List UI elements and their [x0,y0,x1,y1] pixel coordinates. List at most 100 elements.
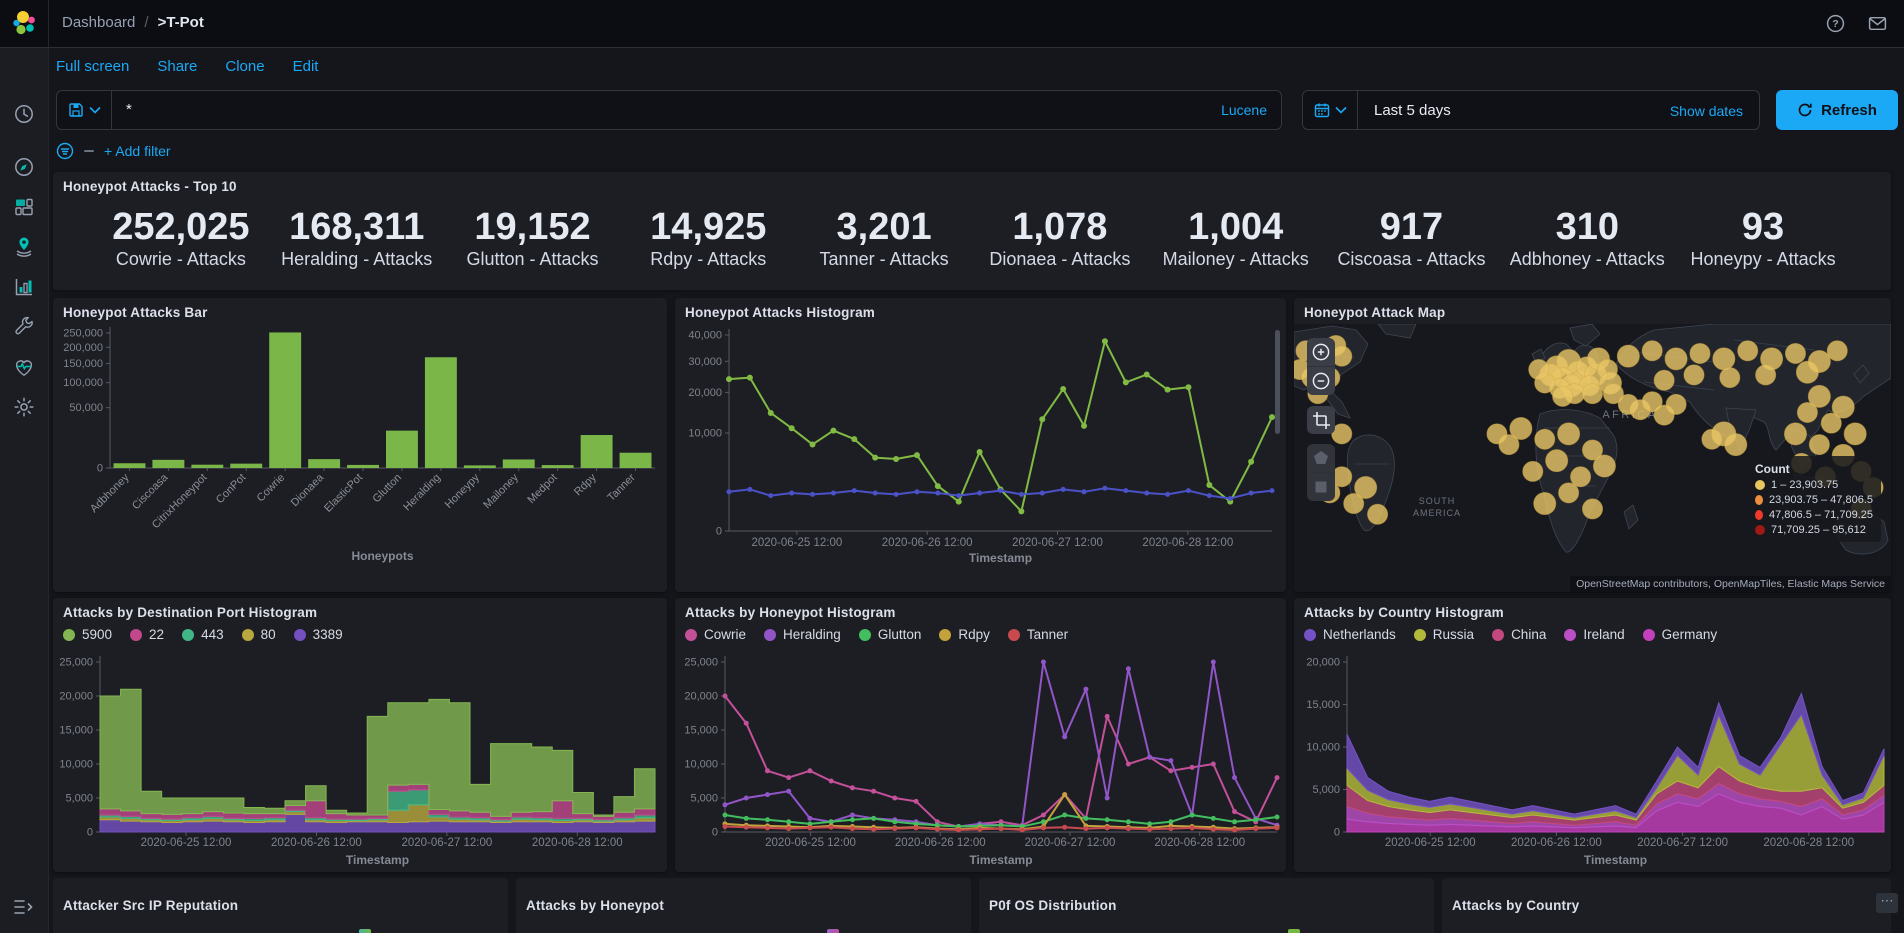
bar[interactable] [502,459,535,468]
map-attack-dot[interactable] [1641,340,1663,362]
map-attack-dot[interactable] [1582,439,1603,461]
bar[interactable] [541,465,574,468]
map-attack-dot[interactable] [1653,369,1675,391]
sidebar-item-maps[interactable] [12,235,36,259]
map-attack-dot[interactable] [1831,395,1855,419]
fit-bounds-button[interactable] [1307,406,1335,434]
map-attack-dot[interactable] [1784,342,1806,364]
legend-item-netherlands[interactable]: Netherlands [1304,627,1396,642]
sidebar-item-management[interactable] [12,395,36,419]
show-dates-link[interactable]: Show dates [1669,103,1743,119]
legend-item-443[interactable]: 443 [182,627,224,642]
legend-item-80[interactable]: 80 [241,627,276,642]
map-attack-dot[interactable] [1783,422,1807,446]
add-filter-button[interactable]: + Add filter [104,143,171,159]
sidebar-item-recently-viewed[interactable] [12,102,36,126]
refresh-button[interactable]: Refresh [1776,90,1898,130]
legend-item-cowrie[interactable]: Cowrie [685,627,746,642]
legend-item-russia[interactable]: Russia [1413,627,1474,642]
legend-item-tanner[interactable]: Tanner [1007,627,1068,642]
map-attack-dot[interactable] [1795,360,1819,384]
map-attack-dot[interactable] [1689,342,1711,364]
expand-menu-icon[interactable] [12,895,36,919]
map-attack-dot[interactable] [1354,475,1378,499]
sidebar-item-stack-monitoring[interactable] [12,355,36,379]
bar[interactable] [386,430,418,468]
map-attack-dot[interactable] [1557,422,1581,446]
bar[interactable] [230,463,263,468]
map-attack-dot[interactable] [1719,367,1741,389]
legend-item-heralding[interactable]: Heralding [764,627,841,642]
legend-item-5900[interactable]: 5900 [63,627,112,642]
legend-item-glutton[interactable]: Glutton [858,627,921,642]
bar[interactable] [113,463,146,468]
map-attack-dot[interactable] [1808,434,1830,456]
map-attack-dot[interactable] [1701,428,1723,450]
map-attack-dot[interactable] [1343,493,1365,515]
map-attack-dot[interactable] [1509,417,1533,441]
zoom-out-button[interactable] [1307,366,1335,395]
attack-map[interactable]: AFRICA SOUTH AMERICA [1294,324,1891,592]
map-attack-dot[interactable] [1617,393,1639,415]
map-attack-dot[interactable] [1582,498,1603,520]
map-attack-dot[interactable] [1724,433,1748,457]
map-attack-dot[interactable] [1528,359,1550,381]
elastic-logo[interactable] [11,10,37,36]
legend-item-rdpy[interactable]: Rdpy [939,627,990,642]
legend-item-22[interactable]: 22 [130,627,164,642]
toolbar-link-share[interactable]: Share [157,58,198,75]
sidebar-item-dashboard[interactable] [12,195,36,219]
map-attack-dot[interactable] [1486,423,1508,445]
map-attack-dot[interactable] [1665,393,1687,415]
map-attack-dot[interactable] [1522,460,1544,482]
map-attack-dot[interactable] [1807,384,1831,408]
toolbar-link-edit[interactable]: Edit [292,58,319,75]
query-text[interactable]: * [126,101,132,118]
map-attack-dot[interactable] [1545,449,1569,473]
bar[interactable] [152,459,185,468]
help-icon[interactable]: ? [1826,14,1845,33]
toolbar-link-clone[interactable]: Clone [225,58,265,75]
map-attack-dot[interactable] [1796,401,1818,423]
map-attack-dot[interactable] [1533,492,1557,516]
newsfeed-icon[interactable] [1868,14,1887,33]
legend-item-china[interactable]: China [1492,627,1546,642]
legend-item-germany[interactable]: Germany [1642,627,1717,642]
bar[interactable] [269,332,302,468]
bar[interactable] [308,459,341,468]
bar[interactable] [424,357,457,468]
map-attack-dot[interactable] [1534,428,1556,450]
bar[interactable] [619,452,652,468]
map-attack-dot[interactable] [1558,482,1580,504]
map-attack-dot[interactable] [1616,344,1640,368]
map-attack-dot[interactable] [1737,340,1759,362]
sidebar-item-dev-tools[interactable] [12,315,36,339]
map-attack-dot[interactable] [1367,503,1389,525]
breadcrumb-dashboard[interactable]: Dashboard [62,14,136,31]
map-attack-dot[interactable] [1582,383,1603,405]
bar[interactable] [463,465,496,468]
map-attack-dot[interactable] [1570,466,1592,488]
search-input[interactable]: * Lucene [56,90,1282,130]
time-range-value[interactable]: Last 5 days [1374,102,1451,119]
sidebar-item-discover[interactable] [12,155,36,179]
map-attack-dot[interactable] [1843,422,1867,446]
bar[interactable] [347,464,379,468]
map-attack-dot[interactable] [1826,340,1848,362]
map-attack-dot[interactable] [1755,364,1777,386]
filter-icon[interactable] [56,142,74,160]
map-attack-dot[interactable] [1331,423,1353,445]
date-picker-button[interactable] [1303,91,1358,129]
toolbar-link-full-screen[interactable]: Full screen [56,58,130,75]
bar[interactable] [191,464,224,468]
map-attack-dot[interactable] [1712,347,1736,371]
map-attack-dot[interactable] [1664,347,1688,371]
map-attack-dot[interactable] [1602,383,1624,405]
map-attack-dot[interactable] [1641,391,1663,413]
query-language-toggle[interactable]: Lucene [1221,102,1267,118]
bar[interactable] [580,435,613,468]
map-attack-dot[interactable] [1820,412,1842,434]
map-attack-dot[interactable] [1683,364,1705,386]
zoom-in-button[interactable] [1307,338,1335,366]
legend-item-3389[interactable]: 3389 [293,627,343,642]
